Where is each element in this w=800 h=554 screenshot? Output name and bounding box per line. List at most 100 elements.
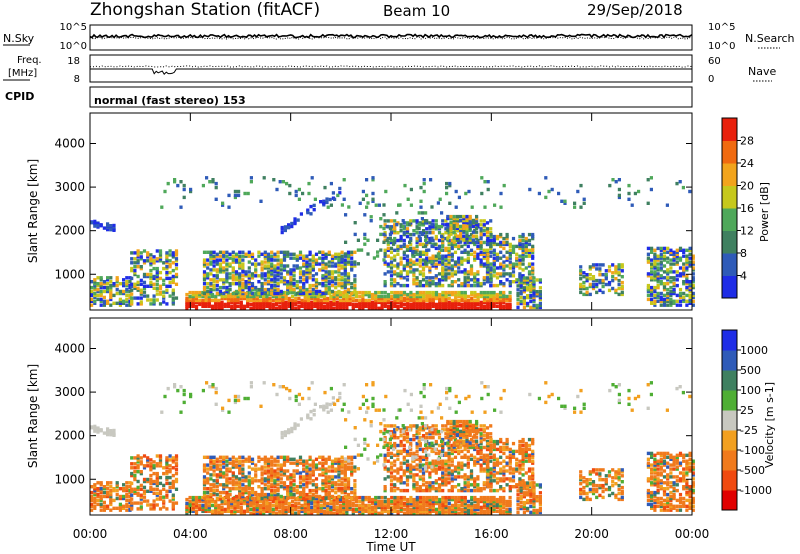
power-cell	[409, 294, 413, 299]
power-cell	[598, 280, 602, 285]
power-cell	[338, 294, 343, 299]
velocity-cell	[149, 464, 153, 468]
cpid-panel-frame	[89, 86, 693, 108]
power-cell	[438, 296, 442, 301]
power-cell	[370, 294, 375, 299]
velocity-cell	[508, 495, 512, 500]
power-cell	[306, 208, 310, 212]
velocity-cell	[444, 505, 448, 510]
power-cell	[662, 293, 667, 298]
power-cell	[155, 266, 159, 271]
power-cell	[529, 286, 533, 290]
power-cell	[285, 181, 289, 186]
power-cell	[653, 248, 657, 252]
power-cell	[327, 282, 331, 286]
power-cell	[440, 234, 444, 239]
power-cell	[598, 267, 602, 271]
power-cell	[324, 291, 328, 296]
velocity-cell	[321, 463, 325, 467]
power-cell	[466, 252, 470, 256]
power-cell	[118, 297, 122, 302]
power-cell	[412, 294, 416, 299]
power-cell	[502, 240, 506, 245]
velocity-cell	[241, 490, 245, 495]
power-cell	[412, 219, 416, 223]
velocity-cell	[225, 492, 229, 497]
velocity-cell	[109, 500, 113, 505]
velocity-cell	[207, 499, 211, 504]
power-cell	[595, 267, 599, 271]
power-cell	[659, 276, 663, 280]
power-cell	[298, 289, 303, 294]
power-cell	[489, 244, 493, 249]
velocity-cell	[215, 463, 219, 467]
power-cell	[252, 304, 256, 308]
power-cell	[425, 256, 429, 260]
power-cell	[305, 276, 309, 280]
power-cell	[305, 278, 309, 282]
power-cell	[337, 256, 341, 260]
power-cell	[538, 305, 542, 310]
power-ytick-label-3: 4000	[54, 137, 85, 151]
power-cell	[99, 276, 103, 280]
velocity-cell	[96, 487, 100, 491]
power-cell	[241, 266, 245, 270]
power-cell	[393, 231, 397, 235]
power-cell	[215, 276, 219, 280]
power-cell	[236, 292, 240, 297]
velocity-cell	[294, 507, 298, 512]
velocity-cell	[308, 490, 312, 495]
power-cell	[234, 282, 239, 286]
power-cell	[396, 300, 400, 305]
power-cell	[405, 264, 410, 268]
power-cell	[405, 229, 410, 233]
power-cell	[279, 250, 283, 254]
velocity-cell	[215, 457, 219, 461]
power-cell	[374, 292, 378, 297]
velocity-cell	[308, 469, 312, 473]
power-cell	[444, 296, 448, 301]
power-cell	[273, 285, 277, 290]
power-cell	[266, 252, 271, 256]
power-cell	[450, 280, 454, 284]
velocity-cell	[174, 477, 179, 482]
power-cell	[287, 223, 291, 227]
power-cell	[347, 254, 351, 258]
power-cell	[521, 256, 525, 260]
power-cell	[441, 238, 445, 243]
power-cell	[675, 270, 679, 274]
velocity-cell	[230, 505, 234, 510]
power-cell	[308, 283, 312, 288]
power-cell	[428, 221, 432, 225]
power-cell	[529, 278, 533, 282]
power-cell	[518, 246, 522, 251]
power-cell	[646, 287, 650, 292]
power-cell	[446, 228, 450, 232]
power-cell	[344, 252, 348, 256]
power-cell	[308, 270, 312, 274]
power-cell	[579, 273, 583, 277]
velocity-cell	[314, 494, 319, 499]
power-cell	[688, 264, 692, 268]
power-cell	[364, 292, 368, 297]
velocity-cell	[428, 509, 432, 513]
velocity-cell	[206, 479, 210, 483]
velocity-cell	[332, 499, 336, 504]
velocity-cell	[332, 507, 336, 512]
power-cell	[90, 289, 94, 294]
power-cell	[582, 201, 586, 205]
velocity-cell	[386, 503, 391, 508]
velocity-cell	[168, 485, 172, 490]
power-cell	[666, 260, 670, 264]
power-cell	[289, 268, 293, 272]
velocity-cell	[118, 508, 122, 512]
power-cell	[522, 286, 526, 290]
noise-left-label: N.Sky	[3, 32, 35, 45]
power-cell	[418, 292, 423, 297]
velocity-cell	[226, 507, 231, 512]
power-cell	[305, 280, 309, 284]
power-cell	[499, 232, 503, 237]
velocity-cell	[96, 427, 100, 431]
power-cell	[222, 268, 226, 272]
power-cell	[215, 283, 219, 288]
